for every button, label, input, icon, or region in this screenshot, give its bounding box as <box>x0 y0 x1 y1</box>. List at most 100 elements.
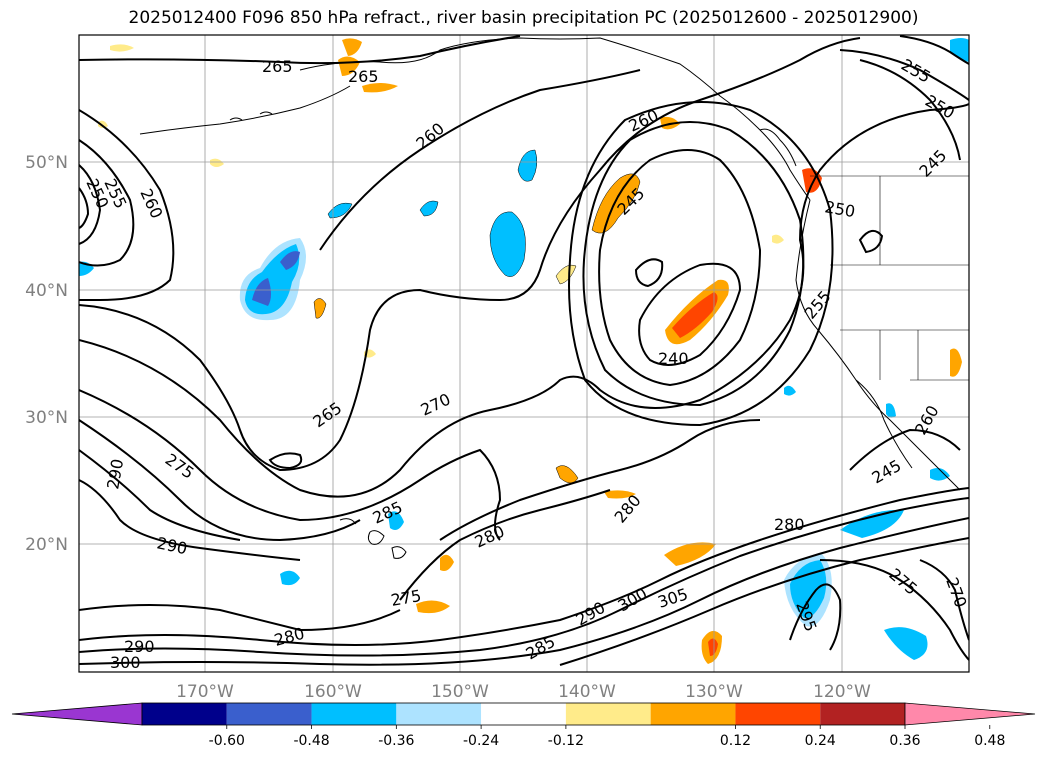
colorbar-segment <box>481 703 566 725</box>
map-title: 2025012400 F096 850 hPa refract., river … <box>128 8 919 28</box>
colorbar-segment <box>311 703 397 725</box>
colorbar-tick-label: -0.12 <box>548 733 584 749</box>
shade-yellow-small4 <box>110 44 134 52</box>
shade-orange-small1 <box>342 38 362 56</box>
shade-orange-small11 <box>440 554 454 571</box>
contour-305-south <box>559 537 969 666</box>
lat-label-50n: 50°N <box>25 153 68 173</box>
colorbar: -0.60 -0.48 -0.36 -0.24 -0.12 0.12 0.24 0.36 0.4… <box>11 702 1036 749</box>
contour-label: 280 <box>774 515 805 534</box>
contour-small-loop1 <box>268 452 303 470</box>
lat-labels: 50°N 40°N 30°N 20°N <box>25 153 68 555</box>
shade-orange-small8 <box>604 490 636 499</box>
shade-blue-small10 <box>930 468 950 481</box>
colorbar-tick-label: 0.12 <box>720 733 751 749</box>
shade-blue-sw4 <box>884 627 928 660</box>
lon-label-170w: 170°W <box>176 682 234 702</box>
shade-blue-mid <box>489 211 526 277</box>
contour-260-west <box>79 109 175 301</box>
coastline-westcoast <box>795 199 961 491</box>
contour-250-ring <box>582 121 805 407</box>
shade-red-small12b <box>708 638 718 656</box>
contour-west-2 <box>79 164 102 245</box>
colorbar-segment <box>820 703 905 725</box>
lat-label-20n: 20°N <box>25 535 68 555</box>
shade-darkblue-west2 <box>280 251 300 270</box>
shade-darkblue-west <box>252 278 271 306</box>
contour-285-south <box>79 487 969 646</box>
map-background <box>79 35 969 672</box>
contour-255-ring <box>568 101 834 427</box>
contour-label: 240 <box>658 349 689 368</box>
lon-label-120w: 120°W <box>813 682 871 702</box>
contour-280-mid <box>439 419 761 541</box>
shade-orange-small10 <box>416 600 450 614</box>
shade-blue-north <box>517 149 538 182</box>
contour-265-main <box>79 37 861 472</box>
colorbar-segment <box>226 703 312 725</box>
coastline-baja <box>855 379 913 469</box>
colorbar-tick-label: -0.60 <box>209 733 245 749</box>
shade-blue-sw5 <box>280 570 300 586</box>
colorbar-extend-low <box>11 702 143 726</box>
lon-label-140w: 140°W <box>558 682 616 702</box>
colorbar-extend-high <box>904 702 1036 726</box>
coastline-bc <box>759 128 797 167</box>
contour-label: 265 <box>262 57 293 76</box>
contour-245-ring <box>598 149 762 387</box>
map-frame <box>78 34 970 673</box>
lon-label-160w: 160°W <box>304 682 362 702</box>
contour-265-north <box>79 35 521 65</box>
aleutian-islands <box>139 85 351 135</box>
lon-label-150w: 150°W <box>431 682 489 702</box>
colorbar-segment <box>735 703 821 725</box>
contour-240-ring <box>638 262 742 366</box>
contour-285 <box>79 449 241 541</box>
colorbar-tick-label: 0.36 <box>889 733 920 749</box>
shade-yellow-small12 <box>98 120 108 128</box>
shade-yellow-small11 <box>210 158 224 167</box>
shade-blue-sw2 <box>790 560 827 619</box>
contour-245-east <box>849 428 961 471</box>
colorbar-tick-label: -0.36 <box>378 733 414 749</box>
colorbar-tick-label: 0.24 <box>805 733 836 749</box>
colorbar-segment <box>142 703 227 725</box>
contour-ne-255 <box>839 49 969 101</box>
refractivity-contours <box>79 35 969 666</box>
colorbar-segment <box>565 703 651 725</box>
lon-label-130w: 130°W <box>685 682 743 702</box>
contour-290-south <box>79 497 969 657</box>
contour-270-main <box>79 103 969 498</box>
lat-label-30n: 30°N <box>25 408 68 428</box>
shade-yellow-small6 <box>555 264 577 285</box>
contour-300-south <box>79 517 969 666</box>
shade-orange-ne-pacific <box>591 173 641 234</box>
colorbar-segment <box>396 703 482 725</box>
shade-blue-small8 <box>886 403 896 418</box>
contour-small-loop2 <box>858 229 884 254</box>
shade-blue-small9 <box>784 385 796 396</box>
shade-orange-small9 <box>664 542 716 566</box>
map-grid <box>79 35 969 672</box>
contour-295 <box>789 583 842 651</box>
contour-sw-275 <box>819 559 969 661</box>
contour-ne-260 <box>899 35 969 65</box>
contour-west-1 <box>79 139 135 267</box>
contour-label: 265 <box>348 67 379 86</box>
contour-290-left <box>79 479 301 561</box>
coastlines <box>139 37 969 559</box>
colorbar-tick-label: -0.48 <box>293 733 329 749</box>
shade-orange-small5 <box>313 298 327 319</box>
shade-orange-small7 <box>555 465 579 484</box>
contour-275-south <box>399 489 611 601</box>
contour-280 <box>79 419 361 542</box>
shade-orange-small3 <box>362 83 398 93</box>
contour-ne-250 <box>859 59 961 161</box>
colorbar-tick-label: -0.24 <box>463 733 499 749</box>
coastline-alaska <box>299 37 811 201</box>
contour-label: 300 <box>110 653 141 672</box>
lat-label-40n: 40°N <box>25 281 68 301</box>
map-plot-area: 265 265 260 260 255 250 260 255 250 245 … <box>78 34 970 673</box>
contour-label: 290 <box>124 637 155 656</box>
